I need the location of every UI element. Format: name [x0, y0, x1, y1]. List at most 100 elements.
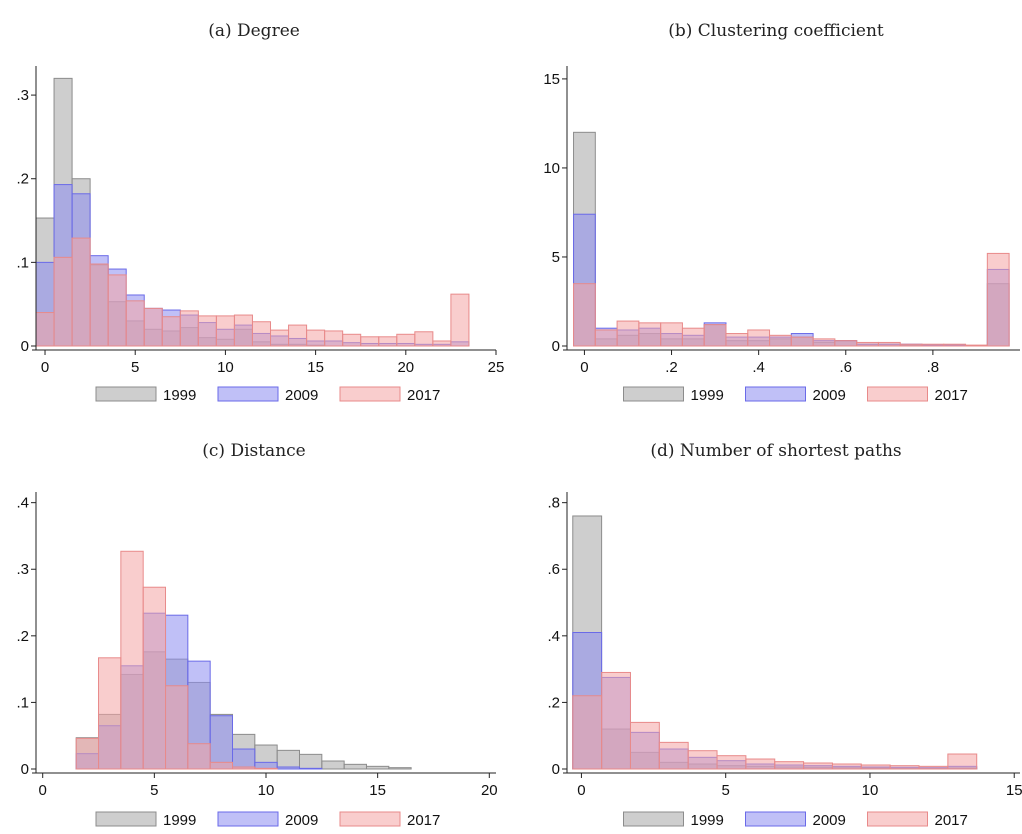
bar-2017	[860, 764, 891, 770]
bar-2009	[232, 748, 256, 770]
legend-swatch-1999	[623, 386, 684, 402]
bar-2017	[965, 344, 988, 347]
panel-title: (a) Degree	[208, 21, 300, 41]
y-tick-label: .1	[16, 254, 29, 271]
bar-1999	[276, 749, 300, 770]
bar-2017	[396, 333, 416, 347]
y-tick-label: .8	[547, 495, 560, 512]
bar-2017	[573, 283, 596, 347]
bar-2017	[215, 315, 235, 347]
legend-label-1999: 1999	[691, 387, 724, 404]
y-tick-label: .6	[547, 561, 560, 578]
y-tick-label: 5	[552, 249, 560, 266]
bar-2017	[747, 329, 771, 347]
x-tick-label: 25	[488, 359, 505, 376]
y-tick-label: 0	[552, 338, 560, 355]
legend: 1999 2009 2017	[623, 386, 968, 404]
bar-2017	[107, 274, 127, 347]
bar-2017	[725, 333, 749, 347]
y-tick-label: .4	[16, 495, 29, 512]
bar-2017	[601, 671, 631, 770]
legend-label-2017: 2017	[935, 387, 968, 404]
bar-1999	[321, 760, 345, 770]
x-tick-label: 20	[481, 782, 498, 799]
bar-1999	[343, 763, 367, 770]
x-tick-label: 10	[862, 782, 879, 799]
panel-1: (a) Degree 0 .1 .2 .3 0 5 10 15 20 25 1999 2009 2017	[16, 21, 504, 404]
bar-2017	[251, 321, 272, 347]
bar-2017	[616, 320, 640, 347]
y-tick-label: 0	[21, 338, 29, 355]
bar-2017	[270, 329, 290, 347]
y-tick-label: 15	[543, 71, 560, 88]
bar-2017	[629, 721, 660, 770]
legend-swatch-2017	[867, 811, 928, 827]
panel-title: (b) Clustering coefficient	[668, 21, 884, 41]
panel-title: (c) Distance	[202, 441, 305, 461]
bar-2017	[572, 695, 603, 770]
bar-2017	[803, 762, 833, 770]
bar-2017	[75, 737, 100, 770]
x-tick-label: 0	[41, 359, 49, 376]
legend-label-2009: 2009	[285, 812, 318, 829]
bar-2017	[745, 758, 776, 770]
legend-swatch-2017	[867, 386, 928, 402]
bar-2017	[432, 340, 452, 347]
bar-2017	[947, 753, 978, 770]
legend-label-2009: 2009	[813, 812, 846, 829]
panel-2: (b) Clustering coefficient 0 5 10 15 0 .2 .4 .6.…	[543, 21, 1020, 404]
x-tick-label: 20	[397, 359, 414, 376]
legend-swatch-2009	[217, 811, 279, 827]
bar-1999	[388, 767, 412, 770]
bar-2017	[53, 256, 73, 347]
bar-2017	[360, 336, 380, 347]
legend-swatch-1999	[95, 811, 157, 827]
y-tick-label: 0	[21, 761, 29, 778]
y-tick-label: .2	[547, 694, 560, 711]
x-tick-label: 5	[150, 782, 158, 799]
bar-2017	[120, 550, 144, 770]
bar-2017	[790, 336, 814, 347]
bar-2017	[324, 330, 344, 347]
legend-label-2009: 2009	[285, 387, 318, 404]
bar-2017	[450, 293, 470, 347]
bar-2017	[716, 755, 747, 770]
bar-1999	[365, 765, 390, 770]
legend: 1999 2009 2017	[95, 811, 440, 829]
x-tick-label: 0	[39, 782, 47, 799]
bar-2017	[769, 334, 792, 347]
bar-2017	[165, 685, 189, 770]
y-tick-label: .2	[16, 171, 29, 188]
legend-swatch-1999	[95, 386, 157, 402]
legend-label-1999: 1999	[163, 387, 196, 404]
bar-2017	[306, 329, 326, 347]
bar-2017	[899, 343, 923, 347]
bar-2017	[71, 237, 91, 347]
bar-2017	[142, 586, 167, 770]
x-tick-label: 5	[722, 782, 730, 799]
bar-1999	[298, 753, 323, 770]
bar-2017	[197, 315, 217, 347]
bar-2017	[986, 252, 1010, 347]
bar-2017	[254, 767, 278, 770]
bar-2017	[658, 741, 689, 770]
bar-2017	[161, 316, 181, 347]
bar-2017	[660, 322, 683, 347]
bar-2017	[98, 657, 122, 770]
y-tick-label: .4	[547, 628, 560, 645]
bar-2017	[831, 763, 862, 770]
bar-2017	[342, 333, 362, 347]
bar-2009	[209, 715, 234, 770]
bar-2017	[209, 761, 234, 770]
bar-2017	[288, 324, 308, 347]
x-tick-label: 15	[369, 782, 386, 799]
bar-2017	[125, 300, 145, 347]
x-tick-label: .8	[927, 359, 940, 376]
y-tick-label: .3	[16, 561, 29, 578]
bar-2017	[687, 750, 718, 770]
legend-label-2017: 2017	[407, 812, 440, 829]
legend-label-2009: 2009	[813, 387, 846, 404]
bar-2009	[298, 767, 323, 770]
x-tick-label: 15	[307, 359, 324, 376]
